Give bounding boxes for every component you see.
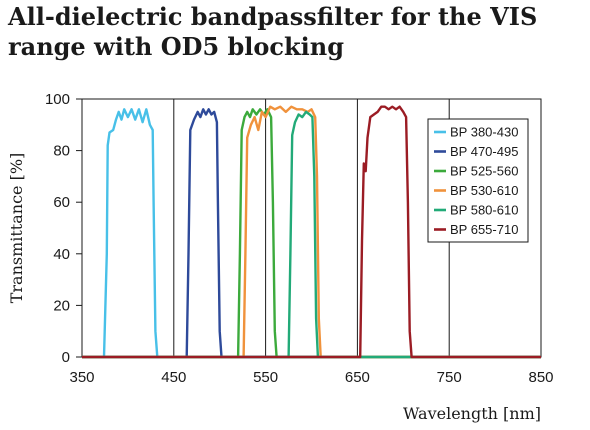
series-line-5	[82, 110, 541, 359]
chart-title: All-dielectric bandpassfilter for the VI…	[8, 2, 538, 61]
legend-box	[427, 118, 529, 243]
series-line-4	[82, 105, 541, 359]
x-tick-label: 650	[345, 369, 370, 386]
y-tick-label: 40	[53, 246, 70, 263]
legend-entry: BP 525-560	[450, 164, 518, 179]
x-tick-label: 750	[437, 369, 462, 386]
legend-entry: BP 470-495	[450, 144, 518, 159]
x-axis-label: Wavelength [nm]	[403, 404, 541, 423]
y-tick-label: 60	[53, 194, 70, 211]
legend-entry: BP 530-610	[450, 183, 518, 198]
x-tick-label: 850	[528, 369, 553, 386]
y-tick-label: 100	[45, 91, 70, 108]
x-tick-label: 350	[69, 369, 94, 386]
y-tick-label: 80	[53, 143, 70, 160]
series-line-3	[82, 108, 541, 359]
y-tick-label: 0	[62, 349, 70, 366]
series-line-1	[82, 108, 541, 359]
x-tick-label: 450	[161, 369, 186, 386]
chart-series	[82, 105, 541, 359]
y-axis-label: Transmittance [%]	[7, 153, 26, 304]
chart-ticks: 350 450 550 650 750 850 0 20 40 60 80 100	[45, 91, 554, 386]
x-tick-label: 550	[253, 369, 278, 386]
legend-entry: BP 655-710	[450, 222, 518, 237]
series-line-2	[82, 108, 541, 359]
legend-entry: BP 580-610	[450, 203, 518, 218]
legend-entry: BP 380-430	[450, 125, 518, 140]
series-line-6	[82, 105, 541, 359]
chart-legend: BP 380-430 BP 470-495 BP 525-560 BP 530-610…	[427, 118, 529, 243]
y-tick-label: 20	[53, 297, 70, 314]
